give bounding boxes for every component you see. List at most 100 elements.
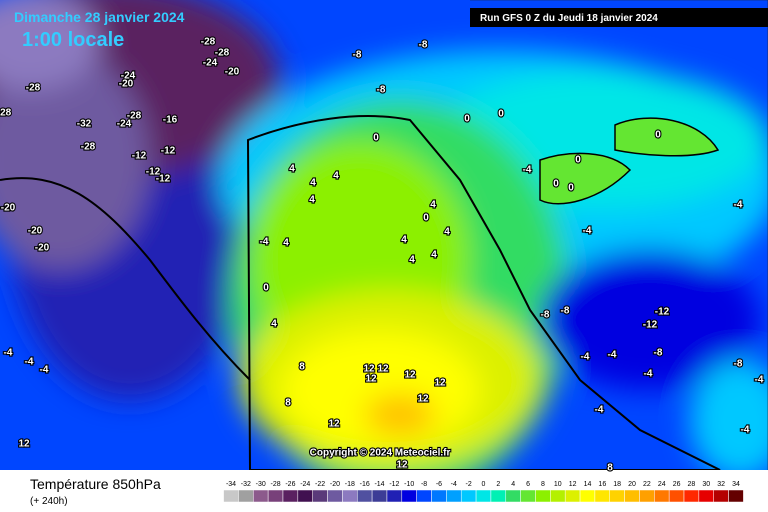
isotherm-label: 12 (396, 460, 408, 471)
isotherm-label: -16 (163, 115, 178, 126)
legend-label: 0 (482, 481, 486, 488)
legend-swatch (535, 489, 551, 503)
isotherm-label: -20 (225, 67, 240, 78)
isotherm-label: -28 (81, 142, 96, 153)
isotherm-label: -12 (156, 174, 171, 185)
legend-label: -4 (451, 481, 457, 488)
legend-swatch (728, 489, 744, 503)
legend-swatch (550, 489, 566, 503)
isotherm-label: -20 (28, 226, 43, 237)
legend-swatch (475, 489, 492, 503)
legend-swatch (490, 489, 507, 503)
isotherm-label: -8 (377, 85, 386, 96)
footer-lead: (+ 240h) (30, 496, 68, 507)
isotherm-label: -32 (77, 119, 92, 130)
legend-swatch (624, 489, 640, 503)
isotherm-label: -4 (583, 226, 592, 237)
legend-swatch (713, 489, 729, 503)
legend-label: 4 (511, 481, 515, 488)
legend-label: -2 (466, 481, 472, 488)
legend-label: 18 (613, 481, 621, 488)
time-label: 1:00 locale (22, 29, 124, 51)
legend-label: 14 (584, 481, 592, 488)
legend-swatch (253, 489, 269, 503)
legend-label: 22 (643, 481, 651, 488)
run-box (470, 8, 768, 27)
legend-label: 34 (732, 481, 740, 488)
isotherm-label: -12 (655, 307, 670, 318)
legend-swatch (297, 489, 313, 503)
legend-swatch (594, 489, 610, 503)
isotherm-label: -8 (353, 50, 362, 61)
legend-swatch (520, 489, 536, 503)
isotherm-label: 0 (464, 114, 470, 125)
isotherm-label: -8 (654, 348, 663, 359)
isotherm-label: 4 (271, 319, 277, 330)
isotherm-label: 4 (444, 227, 450, 238)
legend-label: -8 (421, 481, 427, 488)
legend-swatch (460, 489, 477, 503)
legend-label: 28 (688, 481, 696, 488)
isotherm-label: -20 (119, 79, 134, 90)
isotherm-label: 0 (568, 183, 574, 194)
isotherm-label: -20 (35, 243, 50, 254)
isotherm-label: 4 (289, 164, 295, 175)
legend-swatch (609, 489, 625, 503)
legend-swatch (401, 489, 417, 503)
isotherm-label: 4 (431, 250, 437, 261)
isotherm-label: -28 (26, 83, 41, 94)
isotherm-label: 12 (18, 439, 30, 450)
isotherm-label: 8 (607, 463, 613, 474)
isotherm-label: -24 (117, 119, 132, 130)
date-label: Dimanche 28 janvier 2024 (14, 9, 185, 25)
legend-swatch (505, 489, 521, 503)
legend-swatch (639, 489, 655, 503)
legend-label: -30 (256, 481, 266, 488)
isotherm-label: -4 (741, 425, 750, 436)
isotherm-label: 0 (655, 130, 661, 141)
run-label: Run GFS 0 Z du Jeudi 18 janvier 2024 (480, 13, 658, 24)
isotherm-label: 0 (553, 179, 559, 190)
legend-swatch (223, 489, 239, 503)
legend-label: -28 (270, 481, 280, 488)
isotherm-label: 12 (363, 364, 375, 375)
isotherm-label: -4 (523, 165, 532, 176)
legend-label: -20 (330, 481, 340, 488)
legend-swatch (238, 489, 254, 503)
legend-label: 24 (658, 481, 666, 488)
legend-label: -18 (345, 481, 355, 488)
legend-label: -24 (300, 481, 310, 488)
isotherm-label: -4 (644, 369, 653, 380)
legend-swatch (371, 489, 388, 503)
isotherm-label: -28 (127, 111, 142, 122)
isotherm-label: -28 (201, 37, 216, 48)
legend-swatch (342, 489, 358, 503)
isotherm-label: -4 (4, 348, 13, 359)
isotherm-label: -8 (541, 310, 550, 321)
isotherm-label: -8 (419, 40, 428, 51)
isotherm-label: 8 (299, 362, 305, 373)
legend-label: -34 (226, 481, 236, 488)
legend-label: 2 (496, 481, 500, 488)
isotherm-label: -4 (755, 375, 764, 386)
copyright: Copyright © 2024 Meteociel.fr (310, 448, 451, 459)
isotherm-label: -28 (215, 48, 230, 59)
isotherm-label: -4 (734, 200, 743, 211)
legend-label: 32 (717, 481, 725, 488)
temperature-field (0, 0, 768, 500)
isotherm-label: 0 (498, 109, 504, 120)
isotherm-label: -4 (595, 405, 604, 416)
isotherm-label: 4 (409, 255, 415, 266)
legend-label: -32 (241, 481, 251, 488)
legend-label: -10 (404, 481, 414, 488)
isotherm-label: -4 (40, 365, 49, 376)
legend-label: 26 (673, 481, 681, 488)
isotherm-label: 12 (377, 364, 389, 375)
legend-swatch (312, 489, 328, 503)
isotherm-label: -24 (203, 58, 218, 69)
isotherm-label: 0 (263, 283, 269, 294)
footer-title: Température 850hPa (30, 476, 161, 492)
isotherm-label: -4 (608, 350, 617, 361)
isotherm-label: -28 (0, 108, 12, 119)
